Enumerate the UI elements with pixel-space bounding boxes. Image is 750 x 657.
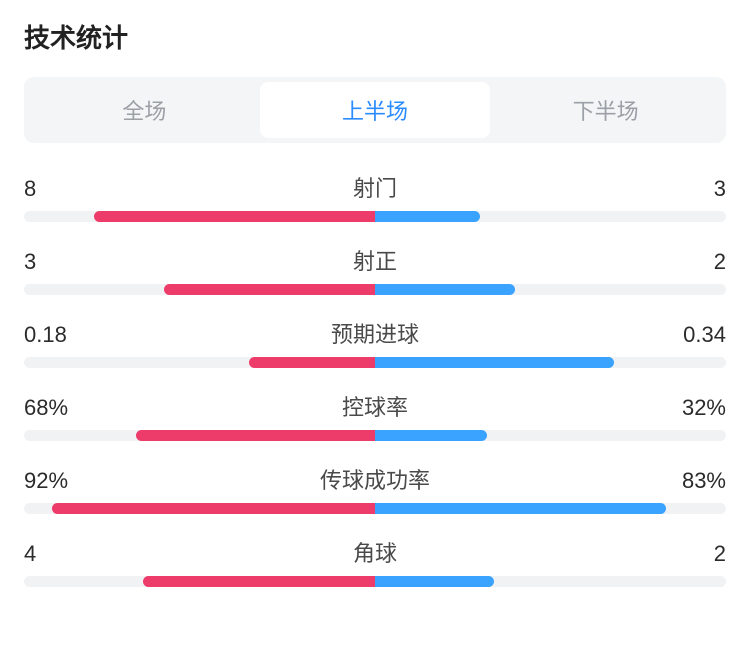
- stat-bar-track: [24, 357, 726, 368]
- stat-label: 预期进球: [84, 317, 666, 349]
- stat-right-value: 83%: [666, 468, 726, 494]
- stat-right-value: 3: [666, 176, 726, 202]
- stat-header: 68%控球率32%: [24, 390, 726, 422]
- stat-label: 射门: [84, 171, 666, 203]
- stat-bar-right: [375, 357, 614, 368]
- stat-bar-left: [143, 576, 375, 587]
- stats-panel: 技术统计 全场 上半场 下半场 8射门33射正20.18预期进球0.3468%控…: [0, 0, 750, 611]
- stat-left-value: 4: [24, 541, 84, 567]
- stat-left-value: 8: [24, 176, 84, 202]
- stat-label: 控球率: [84, 390, 666, 422]
- tab-full[interactable]: 全场: [29, 82, 260, 138]
- stat-bar-right: [375, 430, 487, 441]
- stats-list: 8射门33射正20.18预期进球0.3468%控球率32%92%传球成功率83%…: [24, 163, 726, 601]
- stat-row: 3射正2: [24, 236, 726, 309]
- stat-bar-left: [52, 503, 375, 514]
- stat-bar-right: [375, 284, 515, 295]
- stat-row: 8射门3: [24, 163, 726, 236]
- page-title: 技术统计: [24, 18, 726, 55]
- tab-second-half[interactable]: 下半场: [490, 82, 721, 138]
- stat-header: 0.18预期进球0.34: [24, 317, 726, 349]
- stat-right-value: 0.34: [666, 322, 726, 348]
- stat-right-value: 32%: [666, 395, 726, 421]
- stat-bar-right: [375, 503, 666, 514]
- stat-bar-left: [136, 430, 375, 441]
- stat-left-value: 0.18: [24, 322, 84, 348]
- stat-header: 92%传球成功率83%: [24, 463, 726, 495]
- stat-right-value: 2: [666, 249, 726, 275]
- stat-bar-track: [24, 284, 726, 295]
- stat-row: 0.18预期进球0.34: [24, 309, 726, 382]
- period-tabs: 全场 上半场 下半场: [24, 77, 726, 143]
- stat-right-value: 2: [666, 541, 726, 567]
- stat-bar-track: [24, 211, 726, 222]
- stat-row: 68%控球率32%: [24, 382, 726, 455]
- stat-left-value: 68%: [24, 395, 84, 421]
- stat-bar-track: [24, 576, 726, 587]
- stat-bar-left: [164, 284, 375, 295]
- stat-row: 92%传球成功率83%: [24, 455, 726, 528]
- stat-row: 4角球2: [24, 528, 726, 601]
- stat-bar-right: [375, 211, 480, 222]
- stat-label: 射正: [84, 244, 666, 276]
- stat-left-value: 3: [24, 249, 84, 275]
- stat-header: 4角球2: [24, 536, 726, 568]
- stat-bar-left: [249, 357, 375, 368]
- stat-bar-track: [24, 430, 726, 441]
- stat-label: 角球: [84, 536, 666, 568]
- stat-label: 传球成功率: [84, 463, 666, 495]
- stat-bar-left: [94, 211, 375, 222]
- stat-header: 8射门3: [24, 171, 726, 203]
- stat-left-value: 92%: [24, 468, 84, 494]
- tab-first-half[interactable]: 上半场: [260, 82, 491, 138]
- stat-header: 3射正2: [24, 244, 726, 276]
- stat-bar-right: [375, 576, 494, 587]
- stat-bar-track: [24, 503, 726, 514]
